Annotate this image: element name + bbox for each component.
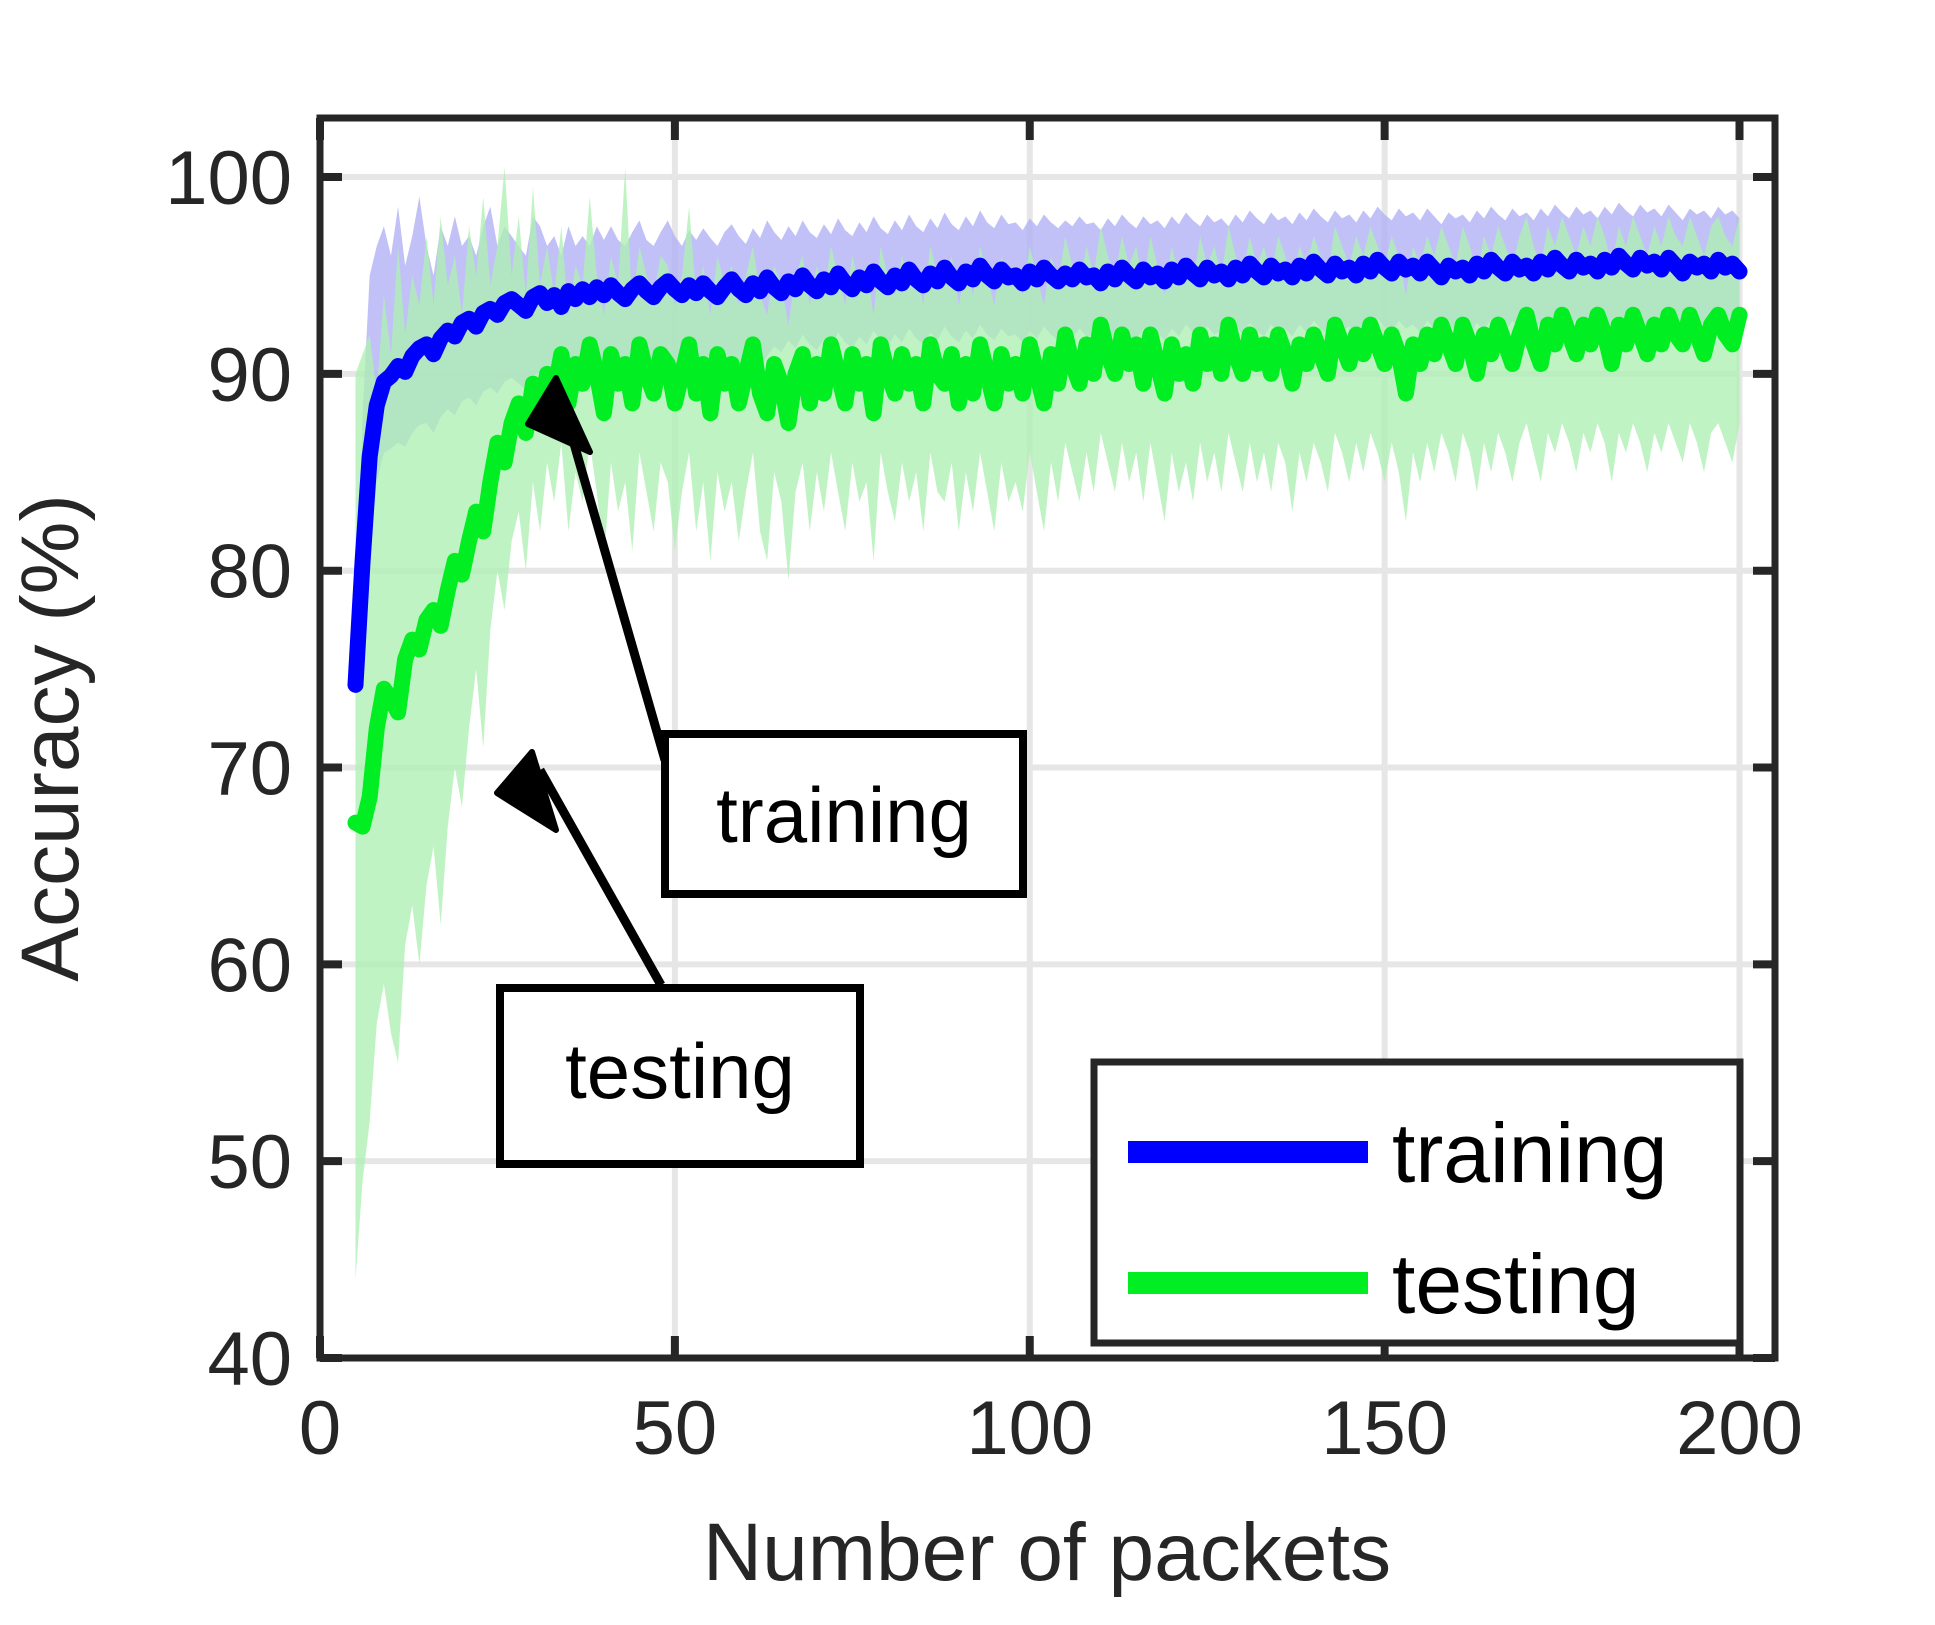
testing-annotation-box [496, 984, 864, 1168]
legend-box [1090, 1058, 1744, 1347]
testing-arrow-head [494, 749, 559, 833]
legend-item-training[interactable]: training [1128, 1106, 1668, 1200]
x-tick-label: 50 [633, 1386, 718, 1471]
x-axis-title: Number of packets [703, 1507, 1391, 1598]
y-axis-title: Accuracy (%) [5, 494, 96, 982]
x-tick-label: 0 [299, 1386, 341, 1471]
confidence-bands [355, 167, 1740, 1280]
axis-ticks [316, 118, 1775, 1362]
x-tick-label: 200 [1676, 1386, 1803, 1471]
training-arrow-line [555, 393, 670, 762]
y-tick-label: 40 [207, 1317, 292, 1402]
annotation-training: training [525, 375, 1027, 898]
y-tick-label: 70 [207, 727, 292, 812]
y-tick-label: 90 [207, 333, 292, 418]
y-tick-label: 50 [207, 1120, 292, 1205]
training-annotation-label: training [716, 771, 972, 859]
legend-label-testing: testing [1392, 1237, 1640, 1331]
training-arrow-head [525, 375, 593, 455]
y-tick-label: 100 [165, 136, 292, 221]
series-lines [347, 247, 1748, 835]
x-tick-label: 150 [1321, 1386, 1448, 1471]
legend-label-training: training [1392, 1106, 1668, 1200]
line-testing [347, 306, 1748, 835]
y-tick-label: 60 [207, 923, 292, 1008]
chart-legend[interactable]: training testing [1090, 1058, 1744, 1347]
testing-annotation-label: testing [565, 1027, 795, 1115]
testing-arrow-line [536, 767, 665, 988]
line-training [347, 247, 1748, 693]
x-tick-labels: 0 50 100 150 200 [299, 1386, 1803, 1471]
legend-item-testing[interactable]: testing [1128, 1237, 1640, 1331]
annotation-testing: testing [494, 749, 864, 1168]
axes-box [316, 114, 1779, 1362]
band-testing [355, 167, 1740, 1280]
y-tick-label: 80 [207, 530, 292, 615]
x-tick-label: 100 [966, 1386, 1093, 1471]
y-tick-labels: 40 50 60 70 80 90 100 [165, 136, 292, 1402]
training-annotation-box [661, 730, 1027, 898]
